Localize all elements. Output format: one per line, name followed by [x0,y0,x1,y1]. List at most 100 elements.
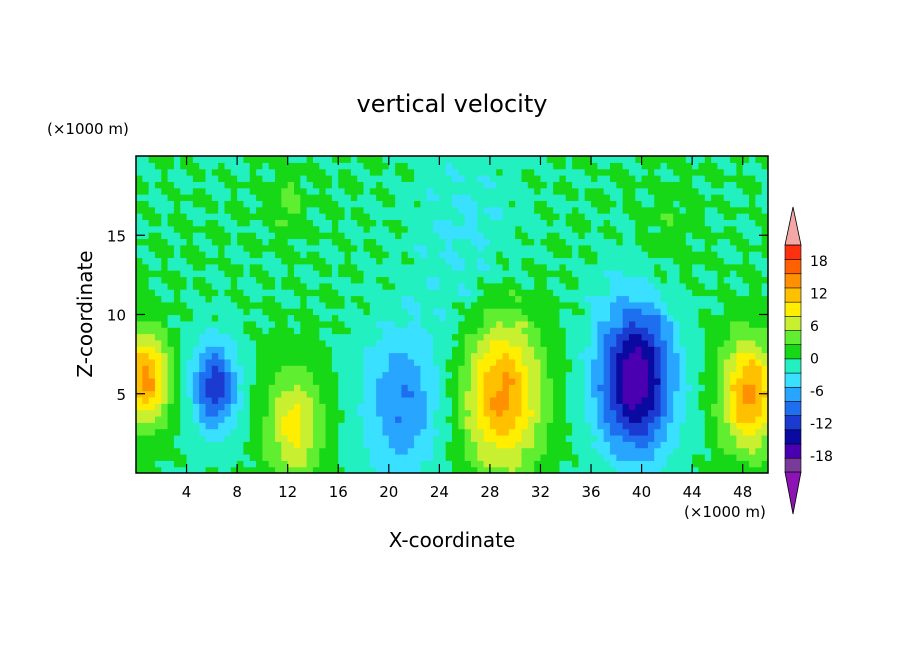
heatmap-cell [470,181,478,189]
heatmap-cell [439,282,447,290]
heatmap-cell [565,251,573,259]
heatmap-cell [679,320,687,328]
heatmap-cell [515,447,523,455]
heatmap-cell [610,181,617,189]
heatmap-cell [660,270,668,278]
heatmap-cell [306,162,314,170]
heatmap-cell [331,301,339,309]
heatmap-cell [344,390,352,398]
heatmap-cell [584,384,592,392]
heatmap-cell [363,225,371,233]
heatmap-cell [325,263,333,271]
heatmap-cell [294,257,301,265]
heatmap-cell [553,263,561,271]
heatmap-cell [597,187,605,195]
heatmap-cell [218,320,226,328]
heatmap-cell [199,263,207,271]
heatmap-cell [262,289,270,297]
heatmap-cell [635,447,643,455]
heatmap-cell [199,200,207,208]
heatmap-cell [515,346,523,354]
heatmap-cell [521,156,529,163]
heatmap-cell [685,466,693,473]
heatmap-cell [281,352,289,360]
heatmap-cell [508,333,516,341]
heatmap-cell [433,422,440,430]
heatmap-cell [433,301,440,309]
heatmap-cell [458,390,466,398]
heatmap-cell [249,289,257,297]
heatmap-cell [578,244,586,252]
heatmap-cell [287,396,295,404]
heatmap-cell [294,460,301,468]
heatmap-cell [730,276,737,284]
heatmap-cell [439,162,447,170]
heatmap-cell [502,333,510,341]
heatmap-cell [249,263,257,271]
heatmap-cell [388,308,396,316]
heatmap-cell [306,308,314,316]
heatmap-cell [698,295,706,303]
heatmap-cell [376,270,384,278]
heatmap-cell [414,352,421,360]
heatmap-cell [420,453,428,461]
heatmap-cell [521,320,529,328]
heatmap-cell [584,434,592,442]
heatmap-cell [458,371,466,379]
heatmap-cell [445,308,453,316]
heatmap-cell [230,187,238,195]
heatmap-cell [502,206,510,214]
heatmap-cell [281,232,289,240]
heatmap-cell [559,175,567,182]
heatmap-cell [262,219,270,227]
heatmap-cell [180,270,188,278]
heatmap-cell [496,314,504,322]
heatmap-cell [395,251,403,259]
heatmap-cell [148,447,156,455]
heatmap-cell [300,257,308,265]
heatmap-cell [300,447,308,455]
heatmap-cell [331,219,339,227]
heatmap-cell [161,415,169,423]
heatmap-cell [458,251,466,259]
heatmap-cell [407,415,415,423]
heatmap-cell [673,333,681,341]
heatmap-cell [515,200,523,208]
heatmap-cell [180,460,188,468]
heatmap-cell [306,200,314,208]
heatmap-cell [218,441,226,449]
heatmap-cell [698,270,706,278]
heatmap-cell [704,181,712,189]
heatmap-cell [344,339,352,347]
heatmap-cell [591,301,598,309]
heatmap-cell [142,339,150,347]
heatmap-cell [698,301,706,309]
heatmap-cell [199,327,207,335]
heatmap-cell [628,238,636,246]
heatmap-cell [692,162,700,170]
heatmap-cell [148,371,156,379]
heatmap-cell [578,422,586,430]
heatmap-cell [192,251,200,259]
heatmap-cell [603,225,611,233]
heatmap-cell [521,301,529,309]
heatmap-cell [755,333,763,341]
heatmap-cell [136,168,143,176]
heatmap-cell [647,327,655,335]
heatmap-cell [584,168,592,176]
heatmap-cell [704,377,712,385]
heatmap-cell [736,333,744,341]
heatmap-cell [628,181,636,189]
heatmap-cell [445,168,453,176]
heatmap-cell [698,434,706,442]
heatmap-cell [761,396,768,404]
heatmap-cell [521,295,529,303]
heatmap-cell [161,181,169,189]
heatmap-cell [578,156,586,163]
heatmap-cell [534,384,542,392]
heatmap-cell [294,333,301,341]
heatmap-cell [578,257,586,265]
heatmap-cell [755,327,763,335]
heatmap-cell [698,194,706,201]
heatmap-cell [666,377,674,385]
